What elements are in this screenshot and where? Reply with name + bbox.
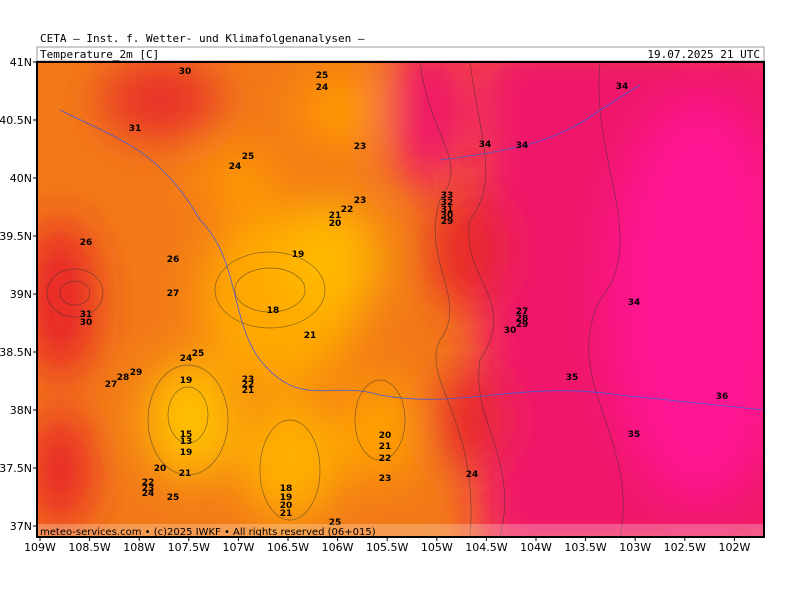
lon-tick-label: 108W — [123, 541, 155, 554]
contour-label: 35 — [566, 373, 579, 383]
contour-label: 23 — [379, 474, 392, 484]
contour-label: 19 — [180, 448, 193, 458]
lon-tick-label: 107.5W — [168, 541, 210, 554]
contour-label: 31 — [129, 124, 142, 134]
contour-label: 29 — [130, 368, 143, 378]
contour-label: 21 — [304, 331, 317, 341]
contour-label: 25 — [329, 518, 342, 528]
contour-label: 22 — [379, 454, 392, 464]
lon-tick-label: 102.5W — [664, 541, 706, 554]
boundaries — [59, 84, 764, 411]
contour-label: 31 — [441, 205, 454, 215]
lon-tick-label: 105.5W — [366, 541, 408, 554]
lon-tick-label: 103.5W — [564, 541, 606, 554]
contour-label: 21 — [242, 386, 255, 396]
lon-tick-label: 103W — [619, 541, 651, 554]
lat-tick-label: 38.5N — [0, 346, 32, 359]
contour-label: 22 — [242, 380, 255, 390]
lon-tick-label: 106W — [322, 541, 354, 554]
contour-label: 19 — [180, 376, 193, 386]
lat-tick-label: 40.5N — [0, 114, 32, 127]
lat-tick-label: 39N — [10, 288, 32, 301]
lat-tick-label: 37.5N — [0, 462, 32, 475]
contour-label: 28 — [117, 373, 130, 383]
contour-label: 30 — [179, 67, 192, 77]
contour-label: 35 — [628, 430, 641, 440]
contour-label: 25 — [167, 493, 180, 503]
contour-label: 32 — [441, 198, 454, 208]
lat-tick-label: 41N — [10, 56, 32, 69]
contour-label: 24 — [180, 354, 193, 364]
contour-label: 19 — [292, 250, 305, 260]
contour-label: 20 — [379, 431, 392, 441]
contour-label: 28 — [516, 314, 529, 324]
contour-label: 21 — [329, 211, 342, 221]
contour-label: 22 — [142, 478, 155, 488]
contour-label: 27 — [105, 380, 118, 390]
lat-tick-label: 39.5N — [0, 230, 32, 243]
contour-label: 20 — [329, 219, 342, 229]
lon-tick-label: 108.5W — [68, 541, 110, 554]
contour-label: 19 — [280, 493, 293, 503]
lon-tick-label: 109W — [24, 541, 56, 554]
contour-label: 34 — [479, 140, 492, 150]
contour-label: 23 — [354, 196, 367, 206]
contour-label: 24 — [466, 470, 479, 480]
axes: 109W 108.5W 108W 107.5W 107W 106.5W 106W 105.5W… — [0, 56, 750, 554]
lat-tick-label: 37N — [10, 520, 32, 533]
contour-label: 24 — [316, 83, 329, 93]
contour-label: 26 — [80, 238, 93, 248]
lat-tick-label: 40N — [10, 172, 32, 185]
contour-label: 34 — [628, 298, 641, 308]
copyright: meteo-services.com • (c)2025 IWKF • All … — [40, 527, 376, 538]
contour-label: 21 — [379, 442, 392, 452]
contour-label: 34 — [516, 141, 529, 151]
lon-tick-label: 107W — [222, 541, 254, 554]
contour-label: 30 — [504, 326, 517, 336]
contour-label: 30 — [80, 318, 93, 328]
contour-label: 23 — [354, 142, 367, 152]
valid-time: 19.07.2025 21 UTC — [647, 48, 760, 61]
contour-label: 33 — [441, 191, 454, 201]
contour-label: 23 — [142, 484, 155, 494]
contour-label: 27 — [516, 307, 529, 317]
contour-label: 27 — [167, 289, 180, 299]
lon-tick-label: 104W — [520, 541, 552, 554]
lon-tick-label: 105W — [421, 541, 453, 554]
lon-tick-label: 104.5W — [465, 541, 507, 554]
contour-label: 18 — [280, 484, 293, 494]
header-title: CETA — Inst. f. Wetter- und Klimafolgena… — [40, 32, 365, 45]
contour-label: 20 — [154, 464, 167, 474]
contour-label: 23 — [242, 375, 255, 385]
contour-label: 26 — [167, 255, 180, 265]
contour-label: 20 — [280, 501, 293, 511]
contour-label: 25 — [192, 349, 205, 359]
lat-tick-label: 38N — [10, 404, 32, 417]
map-frame — [36, 61, 765, 538]
contour-label: 29 — [516, 320, 529, 330]
contour-label: 25 — [242, 152, 255, 162]
field-name: Temperature_2m [C] — [40, 48, 159, 61]
lon-tick-label: 106.5W — [267, 541, 309, 554]
contour-label: 29 — [441, 217, 454, 227]
contour-label: 31 — [80, 310, 93, 320]
contour-label: 13 — [180, 437, 193, 447]
contour-label: 15 — [180, 430, 193, 440]
contour-label: 21 — [179, 469, 192, 479]
contour-label: 30 — [441, 211, 454, 221]
contour-label: 24 — [229, 162, 242, 172]
contour-label: 21 — [280, 509, 293, 519]
contour-label: 18 — [267, 306, 280, 316]
contour-lines — [46, 62, 624, 537]
contour-label: 25 — [316, 71, 329, 81]
contour-label: 36 — [716, 392, 729, 402]
lon-tick-label: 102W — [718, 541, 750, 554]
contour-label: 24 — [142, 489, 155, 499]
contour-label: 22 — [341, 205, 354, 215]
contour-label: 34 — [616, 82, 629, 92]
